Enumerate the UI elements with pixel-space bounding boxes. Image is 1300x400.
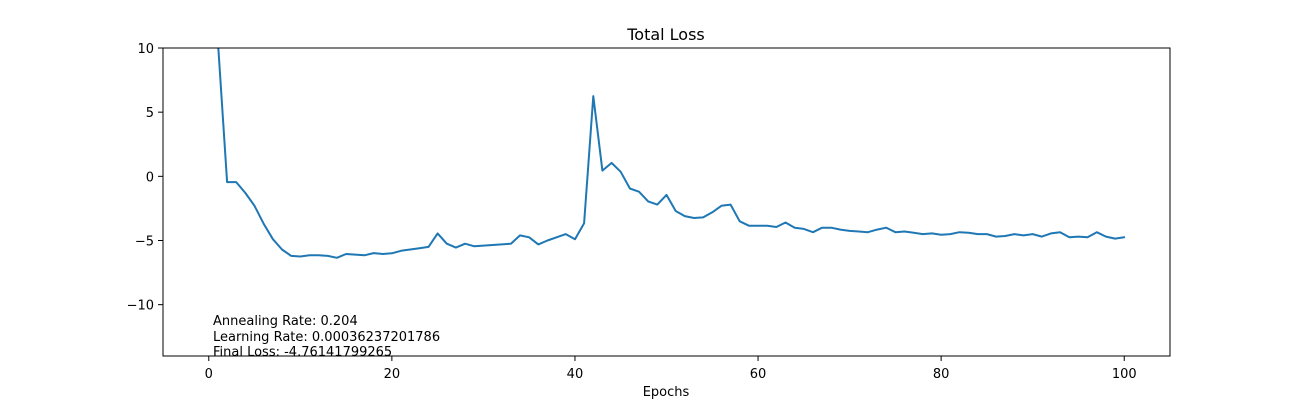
x-axis: 0 20 40 60 80 100	[205, 356, 1137, 382]
y-tick-label: −5	[135, 235, 154, 250]
y-tick-label: 5	[146, 106, 154, 121]
x-axis-label: Epochs	[643, 385, 690, 400]
y-tick-label: 10	[137, 42, 154, 57]
x-tick-label: 80	[933, 367, 950, 382]
x-tick-label: 60	[750, 367, 767, 382]
learning-rate-annotation: Learning Rate: 0.00036237201786	[213, 330, 440, 345]
plot-area	[163, 48, 1170, 356]
y-tick-label: −10	[127, 299, 154, 314]
total-loss-series-line	[217, 48, 1126, 259]
chart-title: Total Loss	[626, 25, 705, 44]
plot-frame	[162, 47, 1171, 357]
x-tick-label: 0	[205, 367, 213, 382]
annealing-rate-annotation: Annealing Rate: 0.204	[213, 314, 358, 329]
x-tick-label: 20	[384, 367, 401, 382]
x-tick-label: 40	[567, 367, 584, 382]
x-tick-label: 100	[1112, 367, 1137, 382]
y-tick-label: 0	[146, 170, 154, 185]
y-axis: 10 5 0 −5 −10	[127, 42, 163, 314]
final-loss-annotation: Final Loss: -4.76141799265	[213, 345, 392, 360]
